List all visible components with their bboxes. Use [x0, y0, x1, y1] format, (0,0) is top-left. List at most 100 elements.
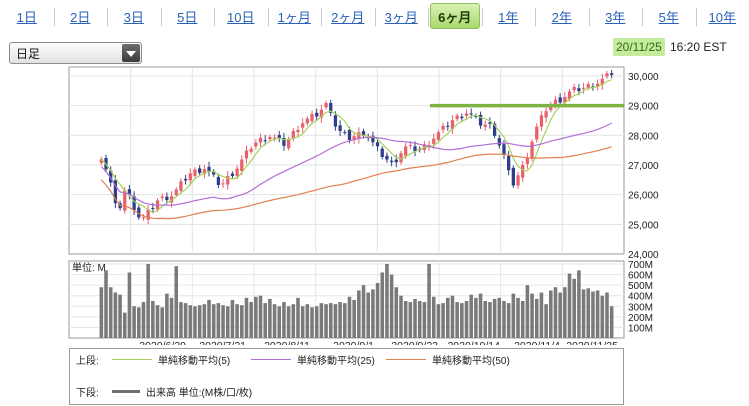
candle-body [380, 148, 384, 157]
legend-ma25: 単純移動平均(25) [251, 352, 375, 367]
candle-body [610, 73, 614, 76]
candle-body [427, 145, 431, 147]
tab-period-9[interactable]: 1年 [498, 9, 519, 25]
volume-bar [595, 290, 600, 338]
legend-ma50: 単純移動平均(50) [386, 352, 510, 367]
candle-body [127, 189, 132, 196]
x-tick-label: 2020/7/21 [199, 340, 246, 345]
tab-period-10[interactable]: 2年 [551, 9, 572, 25]
tab-period-0[interactable]: 1日 [16, 9, 37, 25]
volume-bar [104, 270, 108, 338]
candle-body [113, 180, 118, 204]
tab-period-3[interactable]: 5日 [177, 9, 198, 25]
volume-bar [132, 306, 136, 338]
candle-body [343, 132, 347, 134]
y-tick-label: 26,000 [628, 191, 659, 202]
candle-body [202, 169, 206, 175]
tab-separator [321, 8, 322, 26]
volume-bar [328, 303, 333, 338]
volume-bar [268, 298, 272, 338]
candle-body [132, 196, 136, 210]
volume-bar [202, 304, 207, 338]
volume-bar [375, 283, 380, 338]
volume-bar [530, 293, 534, 338]
candle-body [535, 126, 539, 140]
volume-bar [563, 287, 567, 338]
legend-volume: 出来高 単位:(M株/口/枚) [112, 384, 252, 399]
legend-upper-label: 上段: [76, 356, 99, 367]
volume-bar [225, 306, 230, 338]
candle-body [521, 165, 525, 178]
tab-period-13[interactable]: 10年 [708, 9, 736, 25]
tab-period-1[interactable]: 2日 [70, 9, 91, 25]
volume-bar [553, 287, 558, 338]
volume-bar [263, 303, 267, 338]
tab-period-8[interactable]: 6ヶ月 [429, 3, 480, 29]
chart-legend: 上段: 単純移動平均(5) 単純移動平均(25) 単純移動平均(50) 下段: … [69, 348, 624, 405]
candle-body [216, 176, 221, 185]
volume-bar [174, 266, 179, 338]
chevron-down-icon[interactable] [122, 44, 140, 62]
y-tick-label: 29,000 [628, 102, 659, 113]
volume-bar [314, 306, 319, 338]
volume-bar [450, 295, 455, 338]
volume-bar [235, 304, 239, 338]
candle-body [230, 173, 235, 177]
candle-body [572, 87, 576, 91]
volume-bar [600, 295, 605, 338]
x-tick-label: 2020/9/23 [391, 340, 438, 345]
volume-bar [506, 303, 511, 338]
volume-bar [249, 302, 253, 338]
tab-separator [160, 8, 162, 26]
x-tick-label: 2020/11/25 [566, 340, 618, 345]
volume-bar [272, 304, 277, 338]
interval-select[interactable]: 日足 [9, 42, 142, 64]
volume-tick-label: 200M [628, 313, 653, 324]
volume-bar [347, 296, 352, 338]
tab-period-2[interactable]: 3日 [123, 9, 144, 25]
candle-body [525, 157, 530, 164]
volume-bar [169, 297, 174, 338]
volume-bar [305, 304, 310, 338]
tab-period-11[interactable]: 3年 [605, 9, 626, 25]
candle-body [469, 113, 473, 115]
tab-period-5[interactable]: 1ヶ月 [277, 9, 311, 25]
candle-body [207, 166, 211, 172]
volume-bar [193, 306, 197, 338]
volume-bar [380, 272, 385, 338]
candle-body [488, 122, 492, 124]
x-tick-label: 2020/10/14 [447, 340, 500, 345]
candle-body [483, 124, 487, 127]
tab-period-12[interactable]: 5年 [658, 9, 679, 25]
tab-period-7[interactable]: 3ヶ月 [384, 9, 418, 25]
volume-bar [240, 305, 244, 338]
volume-bar [502, 301, 506, 338]
volume-bar [361, 285, 366, 338]
price-panel-frame [68, 66, 625, 255]
volume-bar [534, 298, 539, 338]
volume-bar [338, 302, 342, 338]
candle-body [244, 150, 249, 159]
legend-ma5: 単純移動平均(5) [112, 352, 230, 367]
tab-period-6[interactable]: 2ヶ月 [331, 9, 365, 25]
candle-body [277, 135, 281, 138]
ma50-line [100, 146, 612, 220]
volume-bar [230, 299, 235, 338]
volume-tick-label: 400M [628, 292, 653, 303]
volume-bar [183, 303, 188, 338]
volume-bar [399, 295, 403, 338]
volume-bar [333, 304, 338, 338]
candle-body [507, 156, 511, 171]
candle-body [455, 115, 459, 120]
volume-bar [446, 297, 450, 338]
candle-body [179, 181, 183, 191]
volume-bar [371, 289, 375, 338]
tab-separator [588, 8, 590, 26]
candle-body [319, 109, 324, 118]
candle-body [595, 83, 600, 87]
candle-body [151, 207, 155, 209]
tab-period-4[interactable]: 10日 [227, 9, 255, 25]
candle-body [310, 113, 314, 122]
candle-body [577, 88, 581, 92]
volume-bar [258, 295, 263, 338]
